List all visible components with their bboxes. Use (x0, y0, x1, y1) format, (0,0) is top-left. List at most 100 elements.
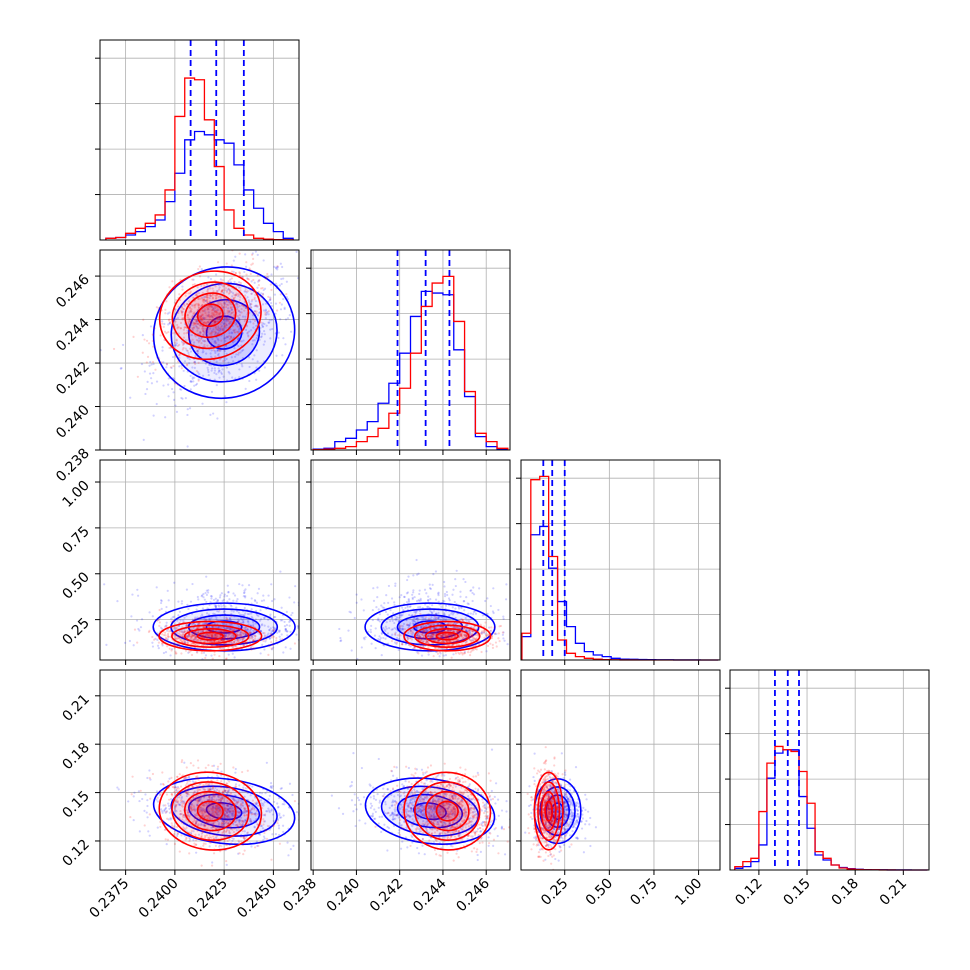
scatter-point (428, 587, 432, 590)
scatter-point (216, 610, 219, 613)
scatter-point (189, 309, 192, 312)
scatter-point (461, 619, 465, 622)
scatter-point (208, 787, 211, 791)
scatter-point (427, 633, 430, 636)
scatter-point (160, 601, 163, 605)
scatter-point (194, 634, 197, 637)
scatter-point (422, 616, 425, 620)
scatter-point (453, 622, 456, 625)
scatter-point (202, 796, 206, 799)
scatter-point (223, 337, 226, 340)
scatter-point (199, 324, 202, 327)
scatter-point (236, 306, 239, 309)
scatter-point (236, 338, 240, 342)
scatter-point (448, 647, 452, 651)
scatter-point (388, 626, 391, 630)
scatter-point (204, 322, 208, 325)
scatter-point (226, 317, 229, 321)
scatter-point (195, 851, 198, 854)
scatter-point (192, 619, 195, 622)
scatter-point (458, 632, 461, 635)
scatter-point (244, 253, 247, 256)
scatter-point (456, 626, 459, 629)
scatter-point (468, 620, 471, 623)
scatter-point (229, 618, 232, 621)
scatter-point (379, 620, 382, 623)
scatter-point (223, 349, 226, 353)
scatter-point (472, 586, 475, 589)
scatter-point (189, 374, 192, 378)
scatter-point (452, 626, 455, 629)
scatter-point (245, 634, 248, 637)
scatter-point (182, 328, 185, 331)
red-contours (158, 620, 263, 652)
scatter-point (160, 599, 163, 602)
scatter-point (202, 626, 205, 629)
scatter-point (382, 626, 385, 630)
scatter-point (237, 345, 240, 348)
scatter-point (179, 327, 183, 330)
scatter-point (232, 645, 235, 649)
scatter-point (512, 629, 514, 631)
scatter-point (242, 636, 246, 640)
scatter-point (203, 317, 206, 320)
scatter-point (208, 315, 211, 318)
scatter-point (197, 379, 200, 382)
scatter-point (469, 612, 472, 615)
scatter-point (133, 791, 136, 794)
scatter-point (475, 648, 478, 651)
scatter-point (204, 633, 207, 636)
scatter-point (292, 844, 295, 848)
scatter-point (212, 318, 215, 321)
scatter-point (221, 797, 224, 800)
scatter-point (399, 614, 402, 617)
scatter-point (174, 637, 177, 640)
scatter-point (489, 604, 492, 608)
scatter-point (155, 380, 159, 383)
scatter-point (224, 789, 227, 792)
scatter-point (271, 327, 274, 331)
scatter-point (417, 598, 420, 602)
scatter-point (266, 634, 269, 637)
scatter-point (279, 619, 282, 622)
scatter-point (238, 318, 241, 321)
scatter-point (384, 610, 388, 614)
scatter-point (236, 293, 240, 296)
scatter-point (247, 623, 250, 626)
scatter-point (172, 642, 175, 646)
scatter-point (212, 633, 215, 636)
scatter-point (249, 628, 253, 631)
scatter-point (380, 618, 383, 622)
scatter-point (155, 634, 159, 637)
scatter-point (273, 629, 276, 632)
scatter-point (170, 620, 173, 623)
scatter-point (203, 321, 206, 324)
scatter-point (230, 634, 233, 637)
scatter-point (210, 633, 214, 636)
scatter-point (442, 633, 445, 637)
scatter-point (183, 326, 186, 329)
scatter-point (412, 591, 415, 594)
scatter-point (210, 635, 213, 638)
scatter-point (384, 629, 387, 633)
scatter-point (205, 299, 208, 302)
scatter-point (248, 302, 252, 305)
scatter-point (196, 639, 200, 642)
scatter-point (416, 619, 419, 623)
scatter-point (228, 815, 231, 819)
scatter-point (255, 310, 258, 313)
scatter-point (254, 631, 257, 634)
scatter-point (413, 595, 416, 599)
scatter-point (194, 636, 197, 639)
scatter-point (244, 588, 247, 591)
scatter-point (254, 599, 257, 603)
scatter-point (178, 353, 182, 356)
scatter-point (182, 316, 185, 320)
scatter-point (245, 629, 248, 632)
scatter-point (385, 627, 388, 630)
scatter-point (416, 651, 419, 654)
scatter-point (424, 630, 427, 633)
scatter-point (194, 323, 197, 326)
scatter-point (208, 304, 211, 308)
scatter-point (246, 628, 249, 631)
